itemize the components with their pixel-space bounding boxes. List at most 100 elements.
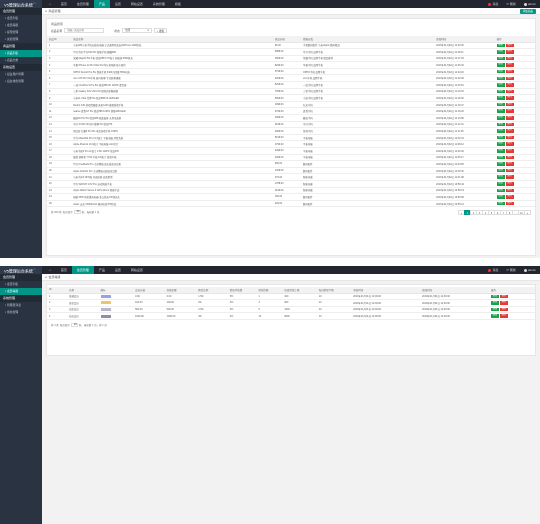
edit-button[interactable]: 编辑 [496, 129, 505, 133]
delete-button[interactable]: 删除 [505, 168, 514, 173]
page-button[interactable]: » [524, 209, 531, 215]
delete-button[interactable]: 删除 [505, 129, 514, 133]
sidebar-item-product-list[interactable]: ▪商品列表 [0, 50, 42, 57]
edit-button[interactable]: 编辑 [496, 195, 505, 199]
edit-button[interactable]: 编辑 [490, 294, 499, 299]
refresh-button[interactable]: ⟳ 刷新 [506, 2, 515, 6]
user-menu[interactable]: admin [523, 268, 536, 272]
sidebar-item[interactable]: ▪商品分类 [0, 57, 42, 64]
delete-button[interactable]: 删除 [505, 142, 514, 146]
delete-button[interactable]: 删除 [505, 162, 514, 166]
delete-button[interactable]: 删除 [505, 96, 514, 100]
sidebar-group-system[interactable]: 系统管理 [0, 295, 42, 302]
search-button[interactable]: ⌕ 搜索 [153, 28, 168, 33]
delete-button[interactable]: 删除 [505, 89, 514, 94]
per-page-select[interactable]: 10 [70, 322, 78, 327]
edit-button[interactable]: 编辑 [496, 76, 505, 81]
edit-button[interactable]: 编辑 [496, 122, 505, 127]
sidebar-item[interactable]: ▪充值管理 [0, 36, 42, 43]
edit-button[interactable]: 编辑 [496, 175, 505, 179]
edit-button[interactable]: 编辑 [496, 69, 505, 74]
app-logo[interactable]: V5管理后台系统2.5 [0, 0, 42, 8]
delete-button[interactable]: 删除 [505, 63, 514, 67]
add-product-button[interactable]: 添加商品 [519, 9, 536, 14]
edit-button[interactable]: 编辑 [496, 162, 505, 166]
refresh-button[interactable]: ⟳ 刷新 [506, 268, 515, 272]
sidebar-item[interactable]: ▪后台用户管理 [0, 71, 42, 78]
delete-button[interactable]: 删除 [505, 201, 514, 206]
edit-button[interactable]: 编辑 [496, 63, 505, 67]
sidebar-item[interactable]: ▪提现管理 [0, 29, 42, 36]
edit-button[interactable]: 编辑 [490, 307, 499, 312]
state-select[interactable]: 全部 ▾ [121, 28, 152, 33]
sidebar-item[interactable]: ▪会员列表 [0, 15, 42, 22]
delete-button[interactable]: 删除 [505, 102, 514, 107]
edit-button[interactable]: 编辑 [496, 43, 505, 48]
edit-button[interactable]: 编辑 [496, 142, 505, 146]
product-name-input[interactable] [64, 28, 105, 33]
nav-products[interactable]: 产品 [93, 0, 110, 8]
delete-button[interactable]: 删除 [505, 122, 514, 127]
sidebar-group-members[interactable]: 会员管理 [0, 8, 42, 15]
nav-site[interactable]: 网站设置 [130, 268, 143, 272]
delete-button[interactable]: 删除 [505, 116, 514, 120]
nav-system[interactable]: 系统管理 [152, 2, 165, 6]
back-icon[interactable]: ◂ [45, 275, 47, 279]
nav-settings[interactable]: 设置 [114, 268, 121, 272]
sidebar-item[interactable]: ▪管理员列表 [0, 302, 42, 309]
edit-button[interactable]: 编辑 [496, 188, 505, 193]
edit-button[interactable]: 编辑 [496, 50, 505, 54]
delete-button[interactable]: 删除 [505, 43, 514, 48]
edit-button[interactable]: 编辑 [496, 56, 505, 61]
sidebar-item[interactable]: ▪角色管理 [0, 309, 42, 316]
delete-button[interactable]: 删除 [505, 135, 514, 140]
delete-button[interactable]: 删除 [505, 175, 514, 179]
delete-button[interactable]: 删除 [499, 294, 508, 299]
sidebar-item-member-level[interactable]: ▪会员等级 [0, 288, 42, 295]
back-icon[interactable]: ◂ [45, 9, 47, 13]
delete-button[interactable]: 删除 [505, 155, 514, 160]
sidebar-item[interactable]: ▪后台角色管理 [0, 78, 42, 85]
delete-button[interactable]: 删除 [505, 56, 514, 61]
nav-home[interactable]: ⌂ [44, 0, 56, 8]
edit-button[interactable]: 编辑 [496, 83, 505, 87]
delete-button[interactable]: 删除 [505, 182, 514, 186]
edit-button[interactable]: 编辑 [496, 102, 505, 107]
nav-members[interactable]: 会员管理 [71, 266, 94, 274]
delete-button[interactable]: 删除 [505, 195, 514, 199]
delete-button[interactable]: 删除 [505, 76, 514, 81]
edit-button[interactable]: 编辑 [496, 182, 505, 186]
sidebar-item[interactable]: ▪会员列表 [0, 281, 42, 288]
nav-site[interactable]: 网站设置 [130, 2, 143, 6]
delete-button[interactable]: 删除 [505, 83, 514, 87]
delete-button[interactable]: 删除 [505, 149, 514, 153]
delete-button[interactable]: 删除 [505, 69, 514, 74]
delete-button[interactable]: 删除 [505, 188, 514, 193]
notify-button[interactable]: 消息 [488, 268, 498, 272]
delete-button[interactable]: 删除 [505, 109, 514, 113]
delete-button[interactable]: 删除 [505, 50, 514, 54]
user-menu[interactable]: admin [523, 2, 536, 6]
edit-button[interactable]: 编辑 [490, 301, 499, 305]
sidebar-item[interactable]: ▪会员等级 [0, 22, 42, 29]
nav-template[interactable]: 模板 [174, 2, 181, 6]
per-page-select[interactable]: 25 [73, 210, 81, 215]
nav-members[interactable]: 会员管理 [76, 2, 89, 6]
edit-button[interactable]: 编辑 [496, 96, 505, 100]
nav-members[interactable]: 首页 [60, 268, 67, 272]
notify-button[interactable]: 消息 [488, 2, 498, 6]
edit-button[interactable]: 编辑 [490, 314, 499, 318]
edit-button[interactable]: 编辑 [496, 168, 505, 173]
edit-button[interactable]: 编辑 [496, 155, 505, 160]
nav-settings[interactable]: 设置 [114, 2, 121, 6]
edit-button[interactable]: 编辑 [496, 89, 505, 94]
nav-home[interactable]: ⌂ [44, 266, 56, 274]
edit-button[interactable]: 编辑 [496, 201, 505, 206]
nav-members[interactable]: 首页 [60, 2, 67, 6]
sidebar-group-system[interactable]: 系统设置 [0, 64, 42, 71]
edit-button[interactable]: 编辑 [496, 109, 505, 113]
edit-button[interactable]: 编辑 [496, 149, 505, 153]
delete-button[interactable]: 删除 [499, 301, 508, 305]
edit-button[interactable]: 编辑 [496, 116, 505, 120]
nav-products[interactable]: 产品 [98, 268, 105, 272]
